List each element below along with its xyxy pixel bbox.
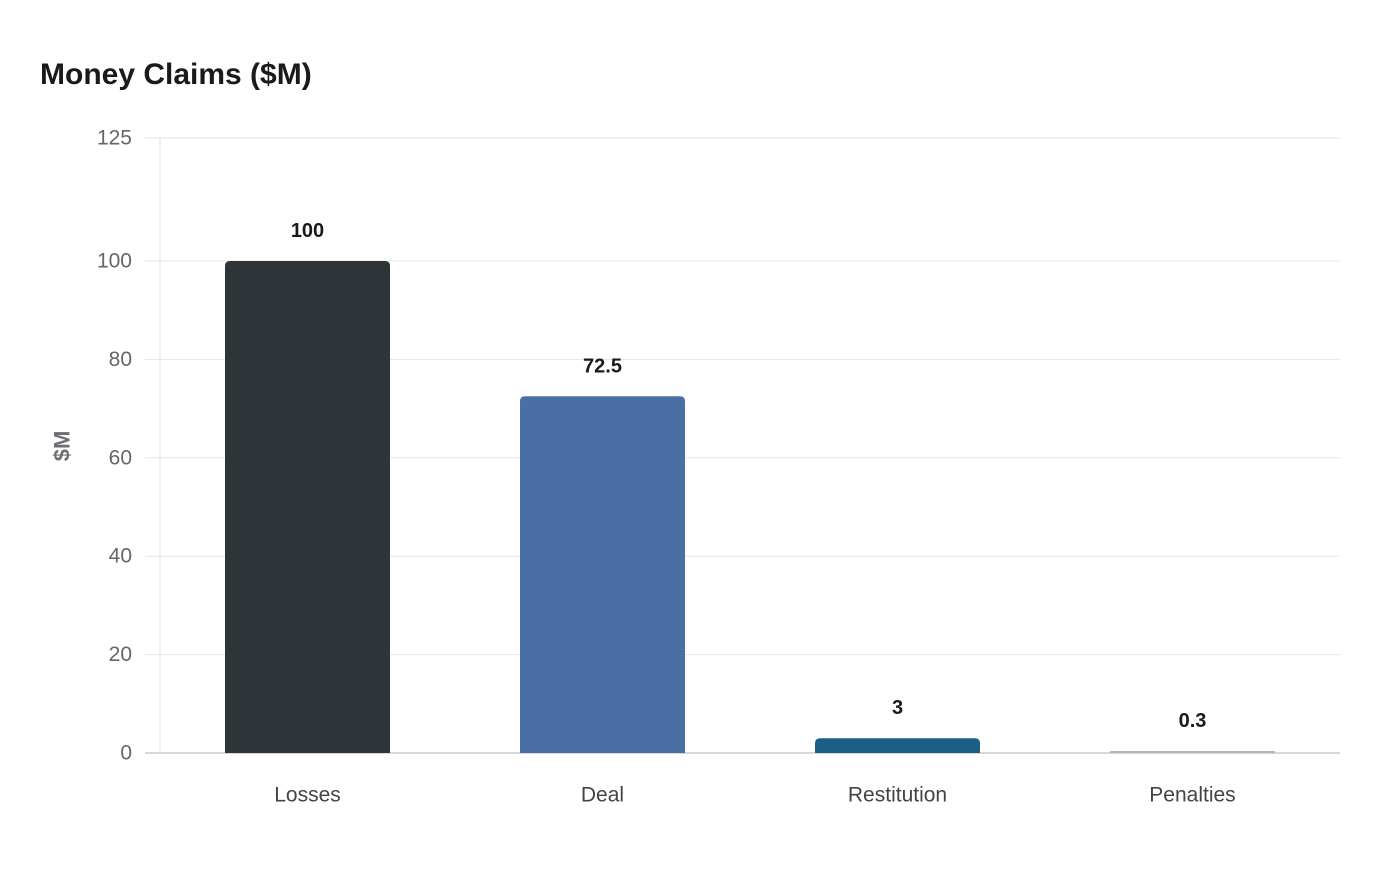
bar-deal (520, 396, 685, 753)
x-tick-label: Losses (274, 784, 341, 807)
value-label: 3 (892, 697, 903, 719)
y-tick-label: 20 (109, 643, 132, 666)
x-tick-label: Penalties (1149, 784, 1235, 807)
value-label: 72.5 (583, 355, 622, 377)
bar-restitution (815, 738, 980, 753)
y-tick-label: 40 (109, 545, 132, 568)
y-tick-label: 125 (97, 127, 132, 150)
value-label: 100 (291, 220, 324, 242)
bars (225, 261, 1275, 753)
bar-losses (225, 261, 390, 753)
x-tick-label: Deal (581, 784, 624, 807)
y-axis-title: $M (50, 431, 75, 462)
y-tick-label: 60 (109, 446, 132, 469)
y-tick-label: 80 (109, 348, 132, 371)
labels: 0 20 40 60 80 100 125 $M 100 Losses 72.5 Deal 3 Resti… (50, 127, 1236, 807)
value-label: 0.3 (1179, 710, 1207, 732)
y-tick-label: 100 (97, 250, 132, 273)
y-tick-label: 0 (120, 742, 132, 765)
bar-penalties (1110, 751, 1275, 753)
chart-title: Money Claims ($M) (40, 58, 312, 91)
x-tick-label: Restitution (848, 784, 947, 807)
